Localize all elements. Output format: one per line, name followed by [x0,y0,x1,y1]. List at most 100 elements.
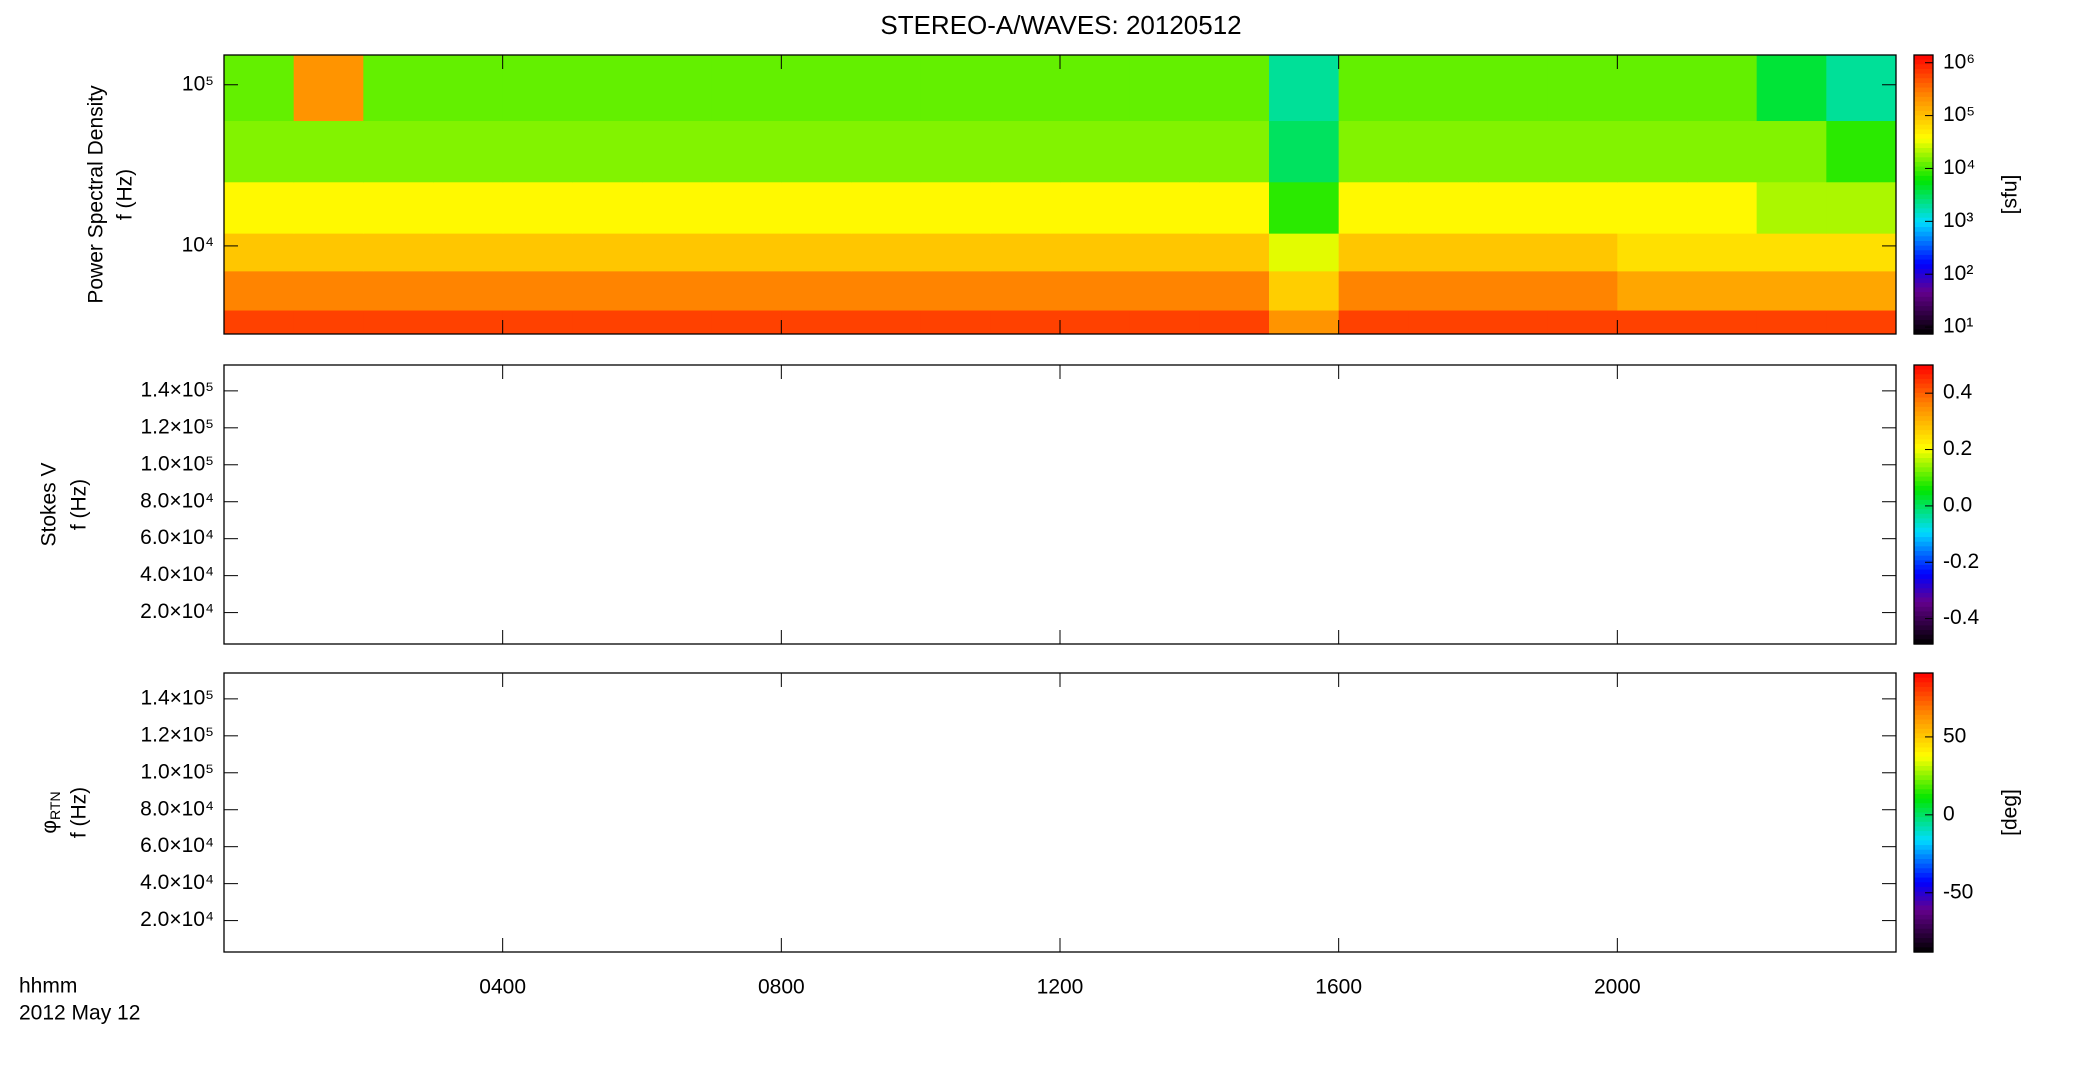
spectrogram-cell [1687,233,1758,272]
spectrogram-cell [502,310,573,335]
colorbar-tick-label: 0.2 [1943,437,1972,460]
colorbar-swatch [1914,406,1933,413]
spectrogram-cell [433,181,504,234]
spectrogram-cell [1826,55,1897,122]
spectrogram-cell [711,181,782,234]
colorbar-swatch [1914,273,1933,279]
y-tick-label: 6.0×10⁴ [140,834,214,857]
spectrogram-cell [433,270,504,311]
spectrogram-cell [1756,310,1827,335]
spectrogram-cell [433,310,504,335]
colorbar-swatch [1914,588,1933,594]
spectrogram-cell [642,233,713,272]
colorbar-swatch [1914,728,1933,735]
colorbar-swatch [1914,148,1933,154]
colorbar-swatch [1914,905,1933,911]
spectrogram-cell [642,310,713,335]
colorbar-swatch [1914,397,1933,403]
spectrogram-cell [1547,120,1618,183]
colorbar-swatch [1914,73,1933,79]
colorbar-swatch [1914,896,1933,902]
colorbar-swatch [1914,770,1933,776]
colorbar-swatch [1914,92,1933,98]
spectrogram-cell [1338,233,1409,272]
spectrogram-cell [363,270,434,311]
colorbar-swatch [1914,388,1933,394]
colorbar-swatch [1914,630,1933,636]
spectrogram-cell [293,181,364,234]
spectrogram-cell [1060,120,1131,183]
colorbar-swatch [1914,499,1933,506]
colorbar-swatch [1914,831,1933,837]
colorbar-swatch [1914,541,1933,547]
colorbar-swatch [1914,138,1933,144]
y-tick-label: 6.0×10⁴ [140,526,214,549]
spectrogram-cell [711,310,782,335]
spectrogram-cell [1269,120,1340,183]
spectrogram-cell [920,120,991,183]
spectrogram-cell [1478,120,1549,183]
spectrogram-cell [1129,270,1200,311]
spectrogram-cell [502,233,573,272]
spectrogram-cell [1617,233,1688,272]
x-tick-label: 2000 [1594,976,1641,999]
spectrogram-cell [781,120,852,183]
spectrogram-cell [1826,270,1897,311]
colorbar-swatch [1914,315,1933,321]
spectrogram-cell [1338,120,1409,183]
colorbar-swatch [1914,278,1933,284]
colorbar-swatch [1914,882,1933,888]
y-tick-label: 8.0×10⁴ [140,489,214,512]
colorbar-swatch [1914,639,1933,645]
colorbar-tick-label: -0.2 [1943,550,1979,573]
colorbar-swatch [1914,68,1933,75]
x-tick-label: 1200 [1037,976,1084,999]
y-tick-label: 10⁴ [182,233,214,256]
spectrogram-cell [572,310,643,335]
colorbar-swatch [1914,175,1933,182]
colorbar-tick-label: 0.0 [1943,493,1972,516]
colorbar-swatch [1914,124,1933,130]
spectrogram-cell [1826,120,1897,183]
spectrogram-cell [572,270,643,311]
spectrogram-cell [1756,181,1827,234]
spectrogram-cell [711,233,782,272]
colorbar-swatch [1914,742,1933,748]
colorbar-swatch [1914,161,1933,168]
colorbar-swatch [1914,523,1933,529]
y-axis-label-subscript: RTN [47,791,63,820]
colorbar-swatch [1914,947,1933,953]
colorbar-swatch [1914,696,1933,702]
colorbar-swatch [1914,485,1933,492]
colorbar-swatch [1914,194,1933,200]
colorbar-swatch [1914,724,1933,730]
colorbar-swatch [1914,101,1933,107]
colorbar-swatch [1914,784,1933,790]
spectrogram-cell [851,55,922,122]
colorbar-swatch [1914,938,1933,944]
colorbar-swatch [1914,129,1933,135]
spectrogram-cell [502,181,573,234]
colorbar-swatch [1914,213,1933,219]
colorbar-swatch [1914,495,1933,501]
colorbar-swatch [1914,691,1933,697]
spectrogram-cell [1199,120,1270,183]
colorbar-swatch [1914,227,1933,233]
colorbar-swatch [1914,900,1933,907]
colorbar-swatch [1914,208,1933,214]
spectrogram-cell [1687,270,1758,311]
colorbar-swatch [1914,420,1933,427]
colorbar-swatch [1914,292,1933,298]
colorbar-swatch [1914,324,1933,330]
colorbar-swatch [1914,448,1933,454]
colorbar-swatch [1914,180,1933,186]
spectrogram-cell [781,270,852,311]
colorbar-swatch [1914,439,1933,445]
x-axis-label: hhmm [19,975,77,998]
colorbar-swatch [1914,310,1933,316]
colorbar-swatch [1914,733,1933,739]
colorbar-tick-label: -50 [1943,880,1973,903]
colorbar-swatch [1914,872,1933,879]
y-tick-label: 1.0×10⁵ [140,760,214,783]
colorbar-swatch [1914,87,1933,93]
